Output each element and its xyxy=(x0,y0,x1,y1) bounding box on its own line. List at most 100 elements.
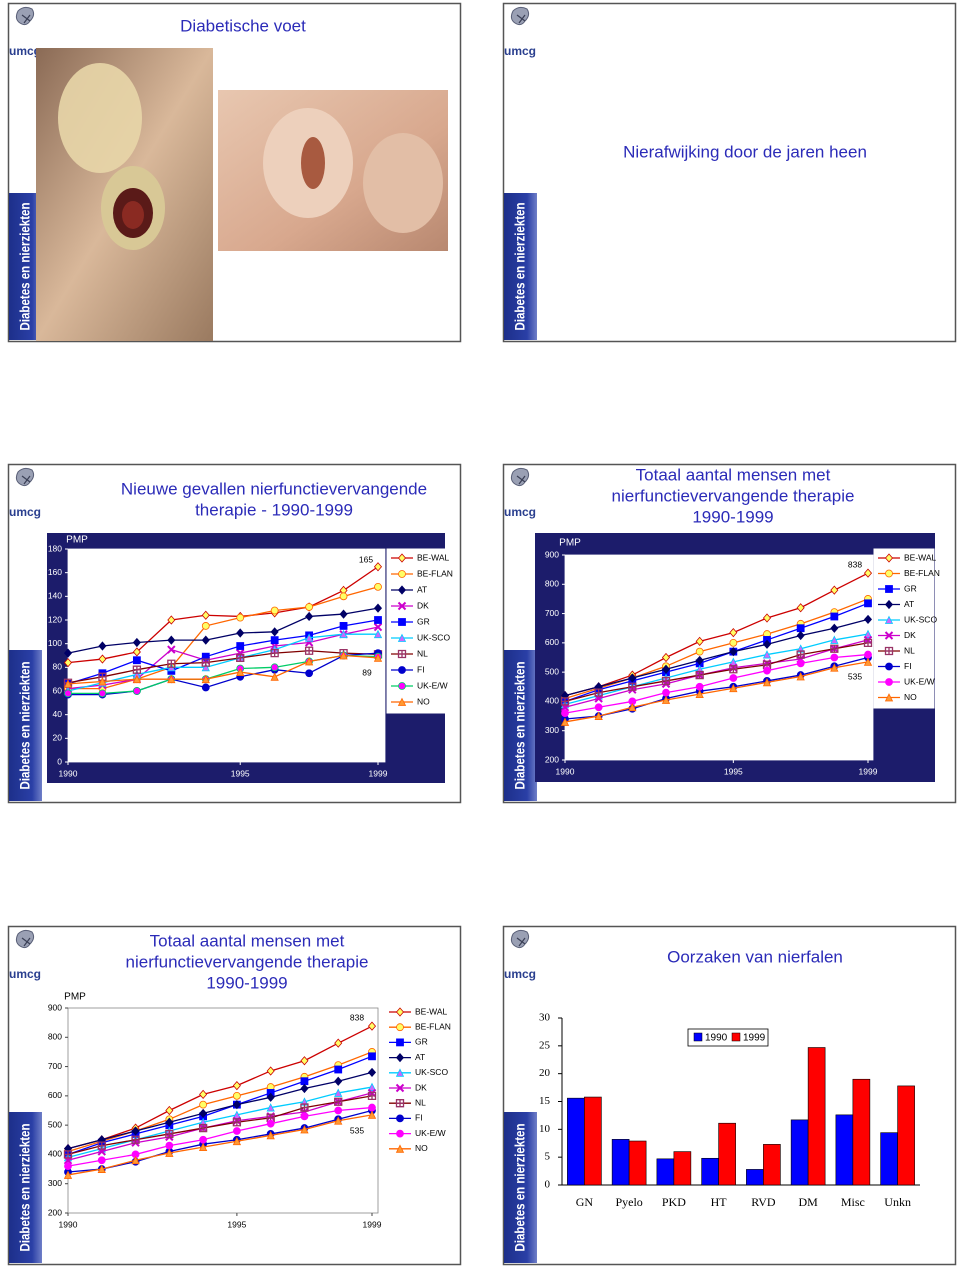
series-line xyxy=(67,1086,373,1158)
legend-marker xyxy=(398,682,406,690)
data-point xyxy=(270,648,279,658)
data-point xyxy=(305,603,314,611)
legend-label: DK xyxy=(904,630,916,640)
data-point xyxy=(695,670,704,680)
data-point xyxy=(64,1162,72,1171)
annotation: 838 xyxy=(350,1012,364,1022)
legend-label: NL xyxy=(417,648,428,658)
slide-title: nierfunctievervangende therapie xyxy=(126,952,369,971)
legend-marker xyxy=(397,697,407,706)
data-point xyxy=(695,682,704,691)
series-line xyxy=(67,626,379,690)
series-line xyxy=(67,1114,373,1176)
banner-text: Diabetes en nierziekten xyxy=(512,662,528,790)
data-point xyxy=(796,630,805,641)
data-point xyxy=(236,667,245,676)
data-point xyxy=(232,1080,241,1091)
annotation: 89 xyxy=(362,667,372,677)
data-point xyxy=(762,639,772,649)
data-point xyxy=(98,641,107,651)
data-point xyxy=(300,1103,309,1112)
x-tick-label: 1999 xyxy=(363,1219,382,1229)
slide-title: Oorzaken van nierfalen xyxy=(667,947,843,966)
legend-label: NL xyxy=(904,645,915,655)
data-point xyxy=(762,650,772,659)
data-point xyxy=(339,651,348,660)
series-line xyxy=(564,572,869,697)
legend-label: BE-WAL xyxy=(904,552,937,562)
y-tick-label: 25 xyxy=(539,1039,551,1051)
legend xyxy=(687,1028,769,1047)
data-point xyxy=(367,1021,377,1031)
legend-label: AT xyxy=(415,1052,425,1062)
data-point xyxy=(762,613,772,623)
data-point xyxy=(796,624,805,633)
y-tick-label: 0 xyxy=(545,1179,551,1191)
data-point xyxy=(232,1100,241,1110)
bar xyxy=(611,1139,630,1186)
slide-title: 1990-1999 xyxy=(206,973,287,992)
bar xyxy=(746,1169,764,1186)
data-point xyxy=(628,682,637,691)
legend-marker xyxy=(396,1023,404,1032)
data-point xyxy=(132,637,141,648)
series-line xyxy=(67,1055,373,1156)
data-point xyxy=(863,657,873,666)
y-tick-label: 20 xyxy=(53,733,63,743)
data-point xyxy=(830,612,839,621)
legend-label: NO xyxy=(417,696,430,706)
y-tick-label: 40 xyxy=(53,709,63,719)
x-tick-label: Unkn xyxy=(884,1195,911,1209)
data-point xyxy=(132,656,141,665)
annotation: 165 xyxy=(359,554,373,564)
data-point xyxy=(201,635,210,645)
logo: umcg xyxy=(504,467,536,519)
legend-label: FI xyxy=(415,1113,423,1123)
x-tick-label: 1990 xyxy=(556,766,575,776)
data-point xyxy=(864,650,872,659)
data-point xyxy=(594,711,603,720)
side-banner xyxy=(9,650,42,801)
legend-label: NO xyxy=(904,692,917,702)
annotation: 535 xyxy=(350,1125,364,1135)
data-point xyxy=(367,1082,377,1091)
legend-marker xyxy=(395,1099,405,1108)
data-point xyxy=(266,1066,275,1076)
data-point xyxy=(270,636,279,645)
legend-label: UK-E/W xyxy=(415,1128,446,1138)
annotation: 535 xyxy=(848,671,862,681)
data-point xyxy=(367,1091,377,1101)
slide-title: 1990-1999 xyxy=(692,507,773,526)
data-point xyxy=(300,1083,309,1094)
data-point xyxy=(863,638,873,648)
series-line xyxy=(67,619,379,685)
x-tick-label: Misc xyxy=(841,1195,865,1209)
legend-marker xyxy=(396,1129,404,1138)
data-point xyxy=(165,1141,174,1150)
logo-icon xyxy=(21,14,31,24)
data-point xyxy=(300,1077,309,1086)
data-point xyxy=(729,665,738,674)
series-line xyxy=(67,633,378,692)
bar xyxy=(701,1157,719,1186)
data-point xyxy=(661,652,671,663)
data-point xyxy=(763,666,771,675)
data-point xyxy=(830,663,839,672)
legend-marker xyxy=(884,631,894,640)
legend-label: GR xyxy=(415,1037,428,1047)
photo-detail xyxy=(58,63,142,173)
data-point xyxy=(796,603,805,613)
bar xyxy=(718,1122,736,1186)
bar xyxy=(852,1078,871,1186)
data-point xyxy=(594,703,603,712)
legend-marker xyxy=(397,633,407,642)
legend-marker xyxy=(885,569,893,578)
x-tick-label: 1990 xyxy=(59,768,78,778)
data-point xyxy=(98,654,107,664)
data-point xyxy=(201,662,210,672)
data-point xyxy=(373,603,383,613)
side-banner xyxy=(504,1112,537,1263)
data-point xyxy=(662,688,670,697)
logo-text: umcg xyxy=(9,967,41,981)
data-point xyxy=(270,672,279,681)
